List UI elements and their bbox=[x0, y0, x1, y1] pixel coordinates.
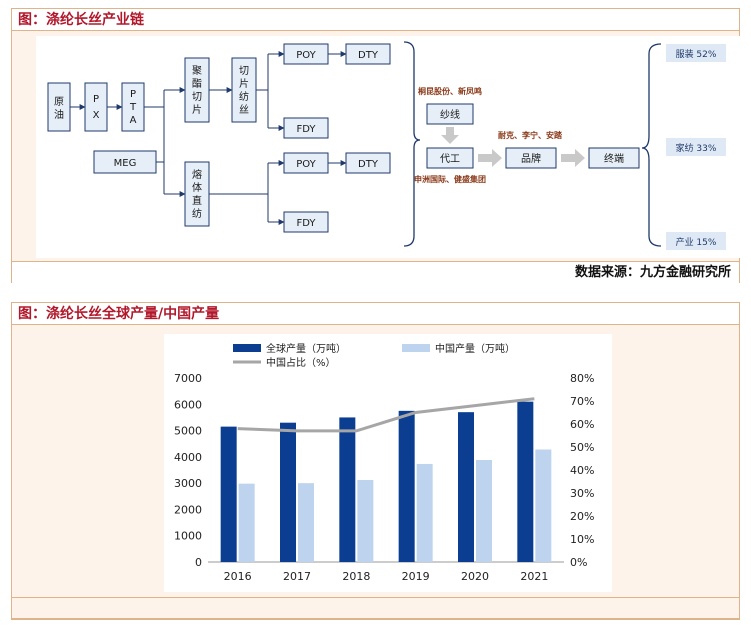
y-right-tick-label: 50% bbox=[570, 441, 594, 454]
oem-box bbox=[426, 147, 474, 169]
x-tick-label: 2019 bbox=[402, 570, 430, 583]
dty2-label: DTY bbox=[358, 159, 379, 170]
y-left-tick-label: 5000 bbox=[174, 425, 202, 438]
end-use-bg-1 bbox=[666, 44, 726, 62]
brand-company: 耐克、李宁、安踏 bbox=[498, 130, 563, 140]
fdy1-label: FDY bbox=[296, 124, 316, 135]
x-tick-label: 2016 bbox=[224, 570, 252, 583]
px-label-1: P bbox=[93, 94, 99, 105]
y-right-tick-label: 10% bbox=[570, 533, 594, 546]
y-left-tick-label: 3000 bbox=[174, 477, 202, 490]
company-top: 桐昆股份、新凤鸣 bbox=[418, 86, 482, 96]
bar-china bbox=[416, 463, 433, 562]
line-share bbox=[237, 397, 535, 433]
yarn-label: 纱线 bbox=[440, 108, 460, 121]
bar-global bbox=[339, 417, 356, 562]
bar-global bbox=[458, 412, 474, 562]
x-tick-label: 2020 bbox=[461, 570, 489, 583]
figure2-title: 图：涤纶长丝全球产量/中国产量 bbox=[12, 303, 739, 325]
figure1-title: 图：涤纶长丝产业链 bbox=[12, 9, 739, 31]
bar-china bbox=[535, 449, 552, 562]
bar-china bbox=[357, 479, 374, 562]
brand-label: 品牌 bbox=[521, 152, 541, 165]
bar-global bbox=[220, 426, 237, 562]
y-left-tick-label: 4000 bbox=[174, 451, 202, 464]
chip-spin-box bbox=[231, 57, 257, 123]
legend-global-label: 全球产量（万吨） bbox=[266, 342, 346, 355]
y-right-tick-label: 80% bbox=[570, 372, 594, 385]
crude-label-2: 油 bbox=[54, 108, 64, 121]
dty1-label: DTY bbox=[358, 50, 379, 61]
company-bottom: 申洲国际、健盛集团 bbox=[414, 174, 486, 184]
poy1-label: POY bbox=[296, 50, 316, 61]
bar-china bbox=[298, 483, 314, 562]
figure2-footer bbox=[12, 597, 739, 619]
end-use-1: 服装 52% bbox=[676, 48, 717, 60]
production-chart: 全球产量（万吨） 中国产量（万吨） 中国占比（%） 0 1000 2000 3000 4… bbox=[164, 334, 612, 592]
poy2-label: POY bbox=[296, 159, 316, 170]
y-right-tick-label: 40% bbox=[570, 464, 594, 477]
chip-spin-label: 切片纺丝 bbox=[239, 65, 249, 116]
y-left-tick-label: 1000 bbox=[174, 530, 202, 543]
pta-label-1: P bbox=[130, 89, 136, 100]
chip-label: 聚酯切片 bbox=[192, 65, 202, 116]
brand-box bbox=[505, 147, 557, 169]
arrow-brand-to-terminal bbox=[561, 149, 585, 167]
x-tick-label: 2021 bbox=[520, 570, 548, 583]
yarn-box bbox=[426, 103, 474, 125]
legend-share-label: 中国占比（%） bbox=[266, 356, 336, 369]
y-left-tick-label: 2000 bbox=[174, 503, 202, 516]
crude-label-1: 原 bbox=[54, 96, 64, 108]
y-left-tick-label: 7000 bbox=[174, 372, 202, 385]
arrow-oem-to-brand bbox=[478, 149, 502, 167]
end-use-bg-3 bbox=[666, 232, 726, 250]
figure1-source: 数据来源：九方金融研究所 bbox=[12, 261, 739, 283]
figure2-panel: 图：涤纶长丝全球产量/中国产量 全球产量（万吨） 中国产量（万吨） 中国占比（%… bbox=[11, 302, 740, 620]
y-right-tick-label: 30% bbox=[570, 487, 594, 500]
oem-label: 代工 bbox=[440, 153, 460, 165]
melt-label: 熔体直纺 bbox=[192, 168, 202, 220]
y-left-tick-label: 6000 bbox=[174, 398, 202, 411]
end-use-2: 家纺 33% bbox=[676, 142, 717, 154]
fdy2-label: FDY bbox=[296, 218, 316, 229]
x-tick-label: 2018 bbox=[342, 570, 370, 583]
legend-global-swatch bbox=[233, 344, 261, 352]
brace-right bbox=[641, 43, 662, 247]
bar-china bbox=[476, 460, 492, 562]
figure1-panel: 图：涤纶长丝产业链 bbox=[11, 8, 751, 283]
y-right-tick-label: 20% bbox=[570, 510, 594, 523]
y-right-tick-label: 0% bbox=[570, 556, 587, 569]
end-use-3: 产业 15% bbox=[676, 236, 717, 248]
px-box bbox=[84, 82, 108, 132]
bar-global bbox=[398, 410, 415, 562]
industry-chain-diagram: 原 油 P X P T A MEG 聚酯切片 切片纺丝 熔体直纺 POY DTY… bbox=[36, 36, 751, 258]
pta-label-2: T bbox=[129, 102, 137, 113]
legend-china-label: 中国产量（万吨） bbox=[435, 342, 515, 355]
meg-label: MEG bbox=[114, 158, 137, 169]
terminal-label: 终端 bbox=[604, 152, 624, 165]
y-left-tick-label: 0 bbox=[195, 556, 202, 569]
pta-label-3: A bbox=[130, 115, 137, 126]
x-tick-label: 2017 bbox=[283, 570, 311, 583]
arrow-yarn-to-oem bbox=[441, 127, 459, 144]
brace-left bbox=[403, 41, 421, 247]
legend-china-swatch bbox=[402, 344, 430, 352]
bar-china bbox=[238, 483, 255, 562]
bar-global bbox=[280, 422, 296, 562]
px-label-2: X bbox=[93, 110, 100, 121]
y-right-tick-label: 70% bbox=[570, 395, 594, 408]
y-right-tick-label: 60% bbox=[570, 418, 594, 431]
bar-global bbox=[517, 401, 534, 562]
terminal-box bbox=[588, 147, 640, 169]
end-use-bg-2 bbox=[666, 138, 726, 156]
